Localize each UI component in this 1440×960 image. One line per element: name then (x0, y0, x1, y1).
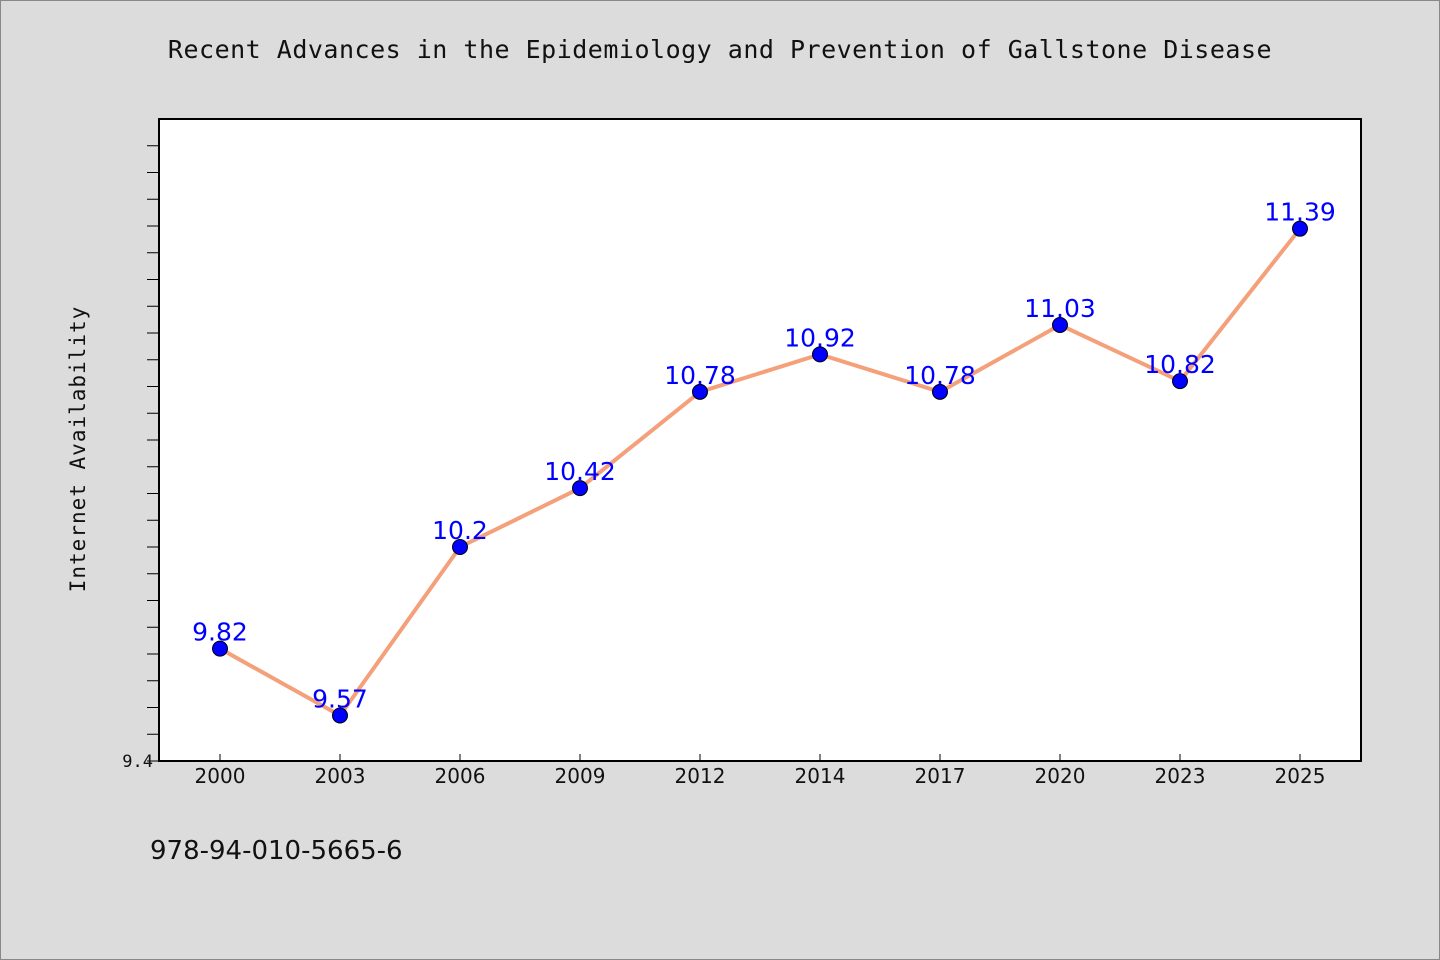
data-point (1052, 316, 1068, 333)
x-tick-label: 2012 (675, 764, 726, 788)
x-tick-label: 2025 (1275, 764, 1326, 788)
data-point (572, 480, 588, 497)
series-markers (212, 220, 1308, 724)
x-tick-label: 2009 (555, 764, 606, 788)
data-label: 9.57 (312, 685, 368, 714)
x-axis: 2000 2003 2006 2009 2012 2014 2017 2020 2023 2025 (195, 754, 1326, 788)
x-tick-label: 2014 (795, 764, 846, 788)
data-label: 10.78 (904, 361, 976, 390)
data-point (1172, 373, 1188, 390)
data-label: 10.42 (544, 457, 616, 486)
data-label: 10.78 (664, 361, 736, 390)
x-tick-label: 2023 (1155, 764, 1206, 788)
x-tick-label: 2006 (435, 764, 486, 788)
series-line (219, 227, 1302, 718)
data-point (212, 640, 228, 657)
data-label: 10.82 (1144, 350, 1216, 379)
data-label: 10.2 (432, 516, 488, 545)
y-tick-label: 9.4 (122, 752, 153, 772)
chart-title: Recent Advances in the Epidemiology and … (167, 35, 1273, 64)
data-point (332, 707, 348, 724)
data-labels: 9.82 9.57 10.2 10.42 10.78 10.92 10.78 11.03 10.… (192, 198, 1336, 714)
data-point (692, 383, 708, 400)
x-tick-label: 2000 (195, 764, 246, 788)
data-point (452, 539, 468, 555)
data-point (932, 383, 948, 400)
data-point (812, 346, 828, 363)
plot-area (158, 118, 1362, 762)
data-point (1292, 220, 1308, 237)
data-label: 9.82 (192, 618, 248, 647)
data-label: 10.92 (784, 323, 856, 352)
y-axis: 9.4 (122, 145, 159, 772)
footer-code: 978-94-010-5665-6 (150, 836, 403, 866)
x-tick-label: 2003 (315, 764, 366, 788)
x-tick-label: 2017 (915, 764, 966, 788)
data-label: 11.39 (1264, 198, 1336, 227)
x-tick-label: 2020 (1035, 764, 1086, 788)
data-label: 11.03 (1024, 294, 1096, 323)
